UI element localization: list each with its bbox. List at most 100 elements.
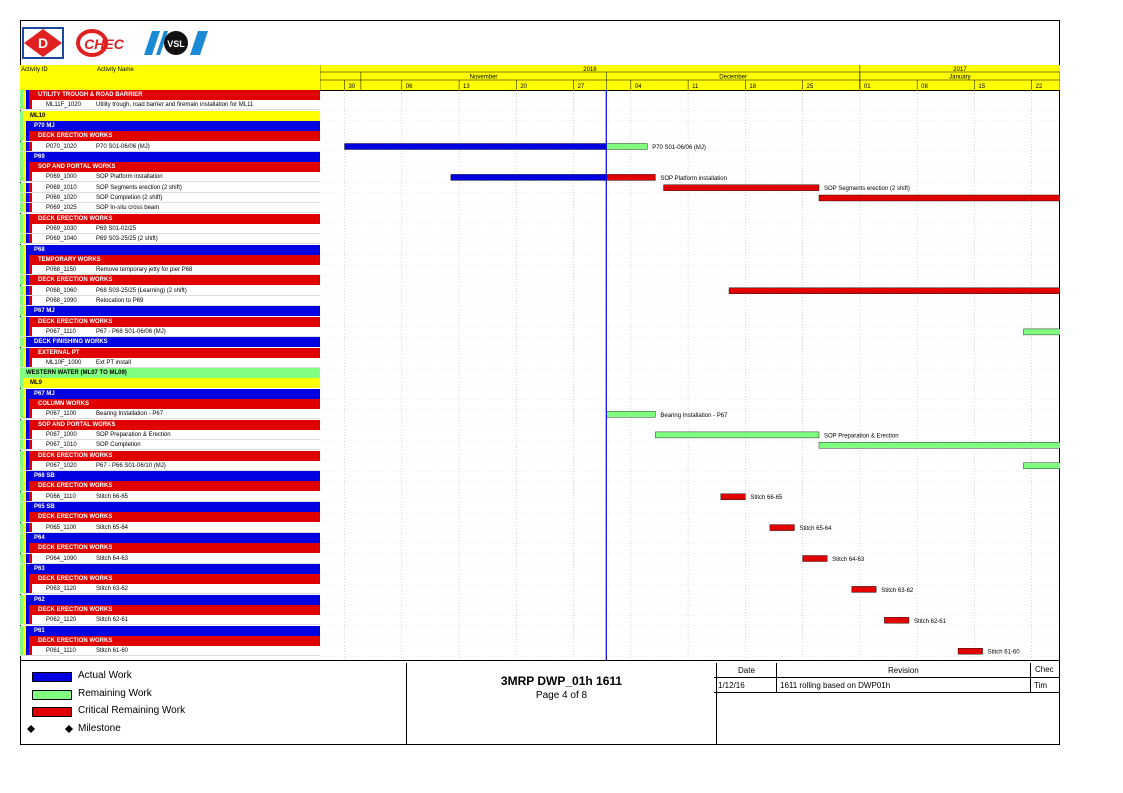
activity-row[interactable]: P064_1090 Stitch 64-63 bbox=[20, 553, 320, 564]
rev-date-header: Date bbox=[738, 666, 755, 675]
wbs-row[interactable]: P68 bbox=[20, 244, 320, 255]
activity-row[interactable]: P069_1000 SOP Platform installation bbox=[20, 172, 320, 183]
wbs-row[interactable]: SOP AND PORTAL WORKS bbox=[20, 419, 320, 430]
activity-id: P062_1120 bbox=[46, 617, 77, 624]
rev-check: Tim bbox=[1034, 681, 1048, 690]
wbs-row[interactable]: P69 bbox=[20, 151, 320, 162]
wbs-label: DECK ERECTION WORKS bbox=[38, 277, 113, 284]
activity-name: SOP Completion (2 shift) bbox=[96, 195, 163, 201]
activity-id: P069_1030 bbox=[46, 225, 77, 232]
rev-text: 1611 rolling based on DWP01h bbox=[780, 681, 891, 690]
wbs-label: P63 bbox=[34, 565, 45, 572]
activity-row[interactable]: ML11F_1020 Utility trough, road barrier a… bbox=[20, 100, 320, 111]
wbs-row[interactable]: UTILITY TROUGH & ROAD BARRIER bbox=[20, 90, 320, 100]
wbs-label: ML9 bbox=[30, 380, 42, 387]
activity-name: SOP In-situ cross beam bbox=[96, 205, 160, 212]
wbs-label: SOP AND PORTAL WORKS bbox=[38, 421, 116, 428]
activity-row[interactable]: P069_1010 SOP Segments erection (2 shift) bbox=[20, 182, 320, 193]
activity-row[interactable]: P068_1150 Remove temporary jetty for pier… bbox=[20, 265, 320, 276]
wbs-row[interactable]: P66 SB bbox=[20, 471, 320, 482]
activity-row[interactable]: P068_1060 P68 S03-25/25 (Learning) (2 shi… bbox=[20, 285, 320, 296]
wbs-label: DECK ERECTION WORKS bbox=[38, 318, 113, 325]
wbs-row[interactable]: P61 bbox=[20, 625, 320, 636]
activity-name: SOP Preparation & Erection bbox=[96, 431, 171, 438]
activity-row[interactable]: P065_1100 Stitch 65-64 bbox=[20, 522, 320, 533]
wbs-row[interactable]: P67 MJ bbox=[20, 388, 320, 399]
activity-row[interactable]: ML10F_1000 Ext PT install bbox=[20, 357, 320, 368]
activity-id-header: Activity ID bbox=[21, 67, 48, 73]
activity-row[interactable]: P069_1025 SOP In-situ cross beam bbox=[20, 203, 320, 214]
activity-row[interactable]: P069_1020 SOP Completion (2 shift) bbox=[20, 193, 320, 203]
wbs-row[interactable]: DECK ERECTION WORKS bbox=[20, 131, 320, 142]
activity-row[interactable]: P067_1010 SOP Completion bbox=[20, 440, 320, 451]
gantt-chart: P70 S01-06/06 (MJ) SOP Platform installat… bbox=[320, 90, 1060, 660]
day-tick-label: 20 bbox=[520, 84, 527, 90]
wbs-row[interactable]: P63 bbox=[20, 563, 320, 574]
gantt-bar-label: Stitch 66-65 bbox=[750, 495, 783, 501]
wbs-row[interactable]: WESTERN WATER (ML07 TO ML09) bbox=[20, 368, 320, 379]
gantt-bar-label: Stitch 61-60 bbox=[988, 650, 1021, 656]
wbs-row[interactable]: COLUMN WORKS bbox=[20, 399, 320, 409]
activity-name: Stitch 65-64 bbox=[96, 524, 129, 531]
wbs-row[interactable]: EXTERNAL PT bbox=[20, 347, 320, 358]
wbs-row[interactable]: ML9 bbox=[20, 378, 320, 389]
wbs-row[interactable]: P65 SB bbox=[20, 502, 320, 512]
wbs-row[interactable]: DECK FINISHING WORKS bbox=[20, 337, 320, 348]
wbs-label: P68 bbox=[34, 246, 45, 253]
gantt-bar-label: P70 S01-06/06 (MJ) bbox=[652, 145, 706, 151]
activity-name: P69 S01-02/25 bbox=[96, 225, 137, 232]
year-label: 2017 bbox=[953, 67, 967, 73]
activity-row[interactable]: P068_1090 Relocation to P69 bbox=[20, 296, 320, 306]
month-label: December bbox=[719, 75, 747, 81]
wbs-row[interactable]: DECK ERECTION WORKS bbox=[20, 512, 320, 523]
title-block: 3MRP DWP_01h 1611 Page 4 of 8 bbox=[406, 663, 717, 745]
wbs-row[interactable]: DECK ERECTION WORKS bbox=[20, 316, 320, 327]
wbs-label: DECK ERECTION WORKS bbox=[38, 452, 113, 459]
activity-row[interactable]: P070_1020 P70 S01-06/06 (MJ) bbox=[20, 141, 320, 152]
activity-row[interactable]: P062_1120 Stitch 62-61 bbox=[20, 615, 320, 626]
wbs-label: P62 bbox=[34, 596, 45, 603]
activity-id: P064_1090 bbox=[46, 555, 77, 562]
wbs-row[interactable]: DECK ERECTION WORKS bbox=[20, 275, 320, 286]
activity-row[interactable]: P067_1000 SOP Preparation & Erection bbox=[20, 429, 320, 440]
schedule-title: 3MRP DWP_01h 1611 bbox=[500, 674, 623, 688]
year-label: 2016 bbox=[583, 67, 597, 73]
activity-id: P067_1020 bbox=[46, 462, 77, 469]
wbs-row[interactable]: DECK ERECTION WORKS bbox=[20, 213, 320, 224]
activity-row[interactable]: P061_1110 Stitch 61-60 bbox=[20, 646, 320, 657]
page-number: Page 4 of 8 bbox=[535, 690, 588, 701]
activity-row[interactable]: P067_1020 P67 - P66 S01-06/10 (MJ) bbox=[20, 460, 320, 471]
wbs-label: P70 MJ bbox=[34, 122, 55, 129]
activity-id: P067_1010 bbox=[46, 442, 77, 449]
activity-row[interactable]: P067_1110 P67 - P68 S01-06/06 (MJ) bbox=[20, 326, 320, 337]
legend-milestone-label: Milestone bbox=[78, 723, 121, 734]
activity-name: Stitch 61-60 bbox=[96, 648, 129, 655]
activity-row[interactable]: P066_1110 Stitch 66-65 bbox=[20, 491, 320, 502]
activity-row[interactable]: P069_1040 P69 S03-25/25 (2 shift) bbox=[20, 234, 320, 245]
wbs-row[interactable]: ML10 bbox=[20, 110, 320, 121]
wbs-row[interactable]: P64 bbox=[20, 532, 320, 543]
activity-row[interactable]: P063_1120 Stitch 63-62 bbox=[20, 584, 320, 595]
svg-text:D: D bbox=[38, 35, 48, 51]
wbs-row[interactable]: DECK ERECTION WORKS bbox=[20, 481, 320, 492]
activity-row[interactable]: P067_1100 Bearing Installation - P67 bbox=[20, 409, 320, 420]
day-tick-label: 15 bbox=[978, 84, 985, 90]
wbs-row[interactable]: DECK ERECTION WORKS bbox=[20, 635, 320, 646]
activity-row[interactable]: P069_1030 P69 S01-02/25 bbox=[20, 223, 320, 234]
wbs-row[interactable]: DECK ERECTION WORKS bbox=[20, 543, 320, 554]
activity-id: P061_1110 bbox=[46, 648, 76, 655]
gantt-bar-label: Stitch 65-64 bbox=[799, 526, 832, 532]
wbs-row[interactable]: P70 MJ bbox=[20, 120, 320, 131]
gantt-bar-critical bbox=[720, 493, 746, 500]
wbs-row[interactable]: DECK ERECTION WORKS bbox=[20, 574, 320, 585]
wbs-label: WESTERN WATER (ML07 TO ML09) bbox=[26, 370, 127, 377]
wbs-row[interactable]: P62 bbox=[20, 594, 320, 605]
activity-id: P069_1025 bbox=[46, 205, 77, 212]
wbs-row[interactable]: P67 MJ bbox=[20, 306, 320, 317]
activity-list[interactable]: UTILITY TROUGH & ROAD BARRIER ML11F_1020 U… bbox=[20, 90, 320, 660]
wbs-row[interactable]: SOP AND PORTAL WORKS bbox=[20, 162, 320, 173]
wbs-row[interactable]: DECK ERECTION WORKS bbox=[20, 450, 320, 461]
wbs-row[interactable]: TEMPORARY WORKS bbox=[20, 254, 320, 265]
wbs-row[interactable]: DECK ERECTION WORKS bbox=[20, 605, 320, 615]
gantt-bar-label: SOP Platform installation bbox=[660, 176, 727, 182]
